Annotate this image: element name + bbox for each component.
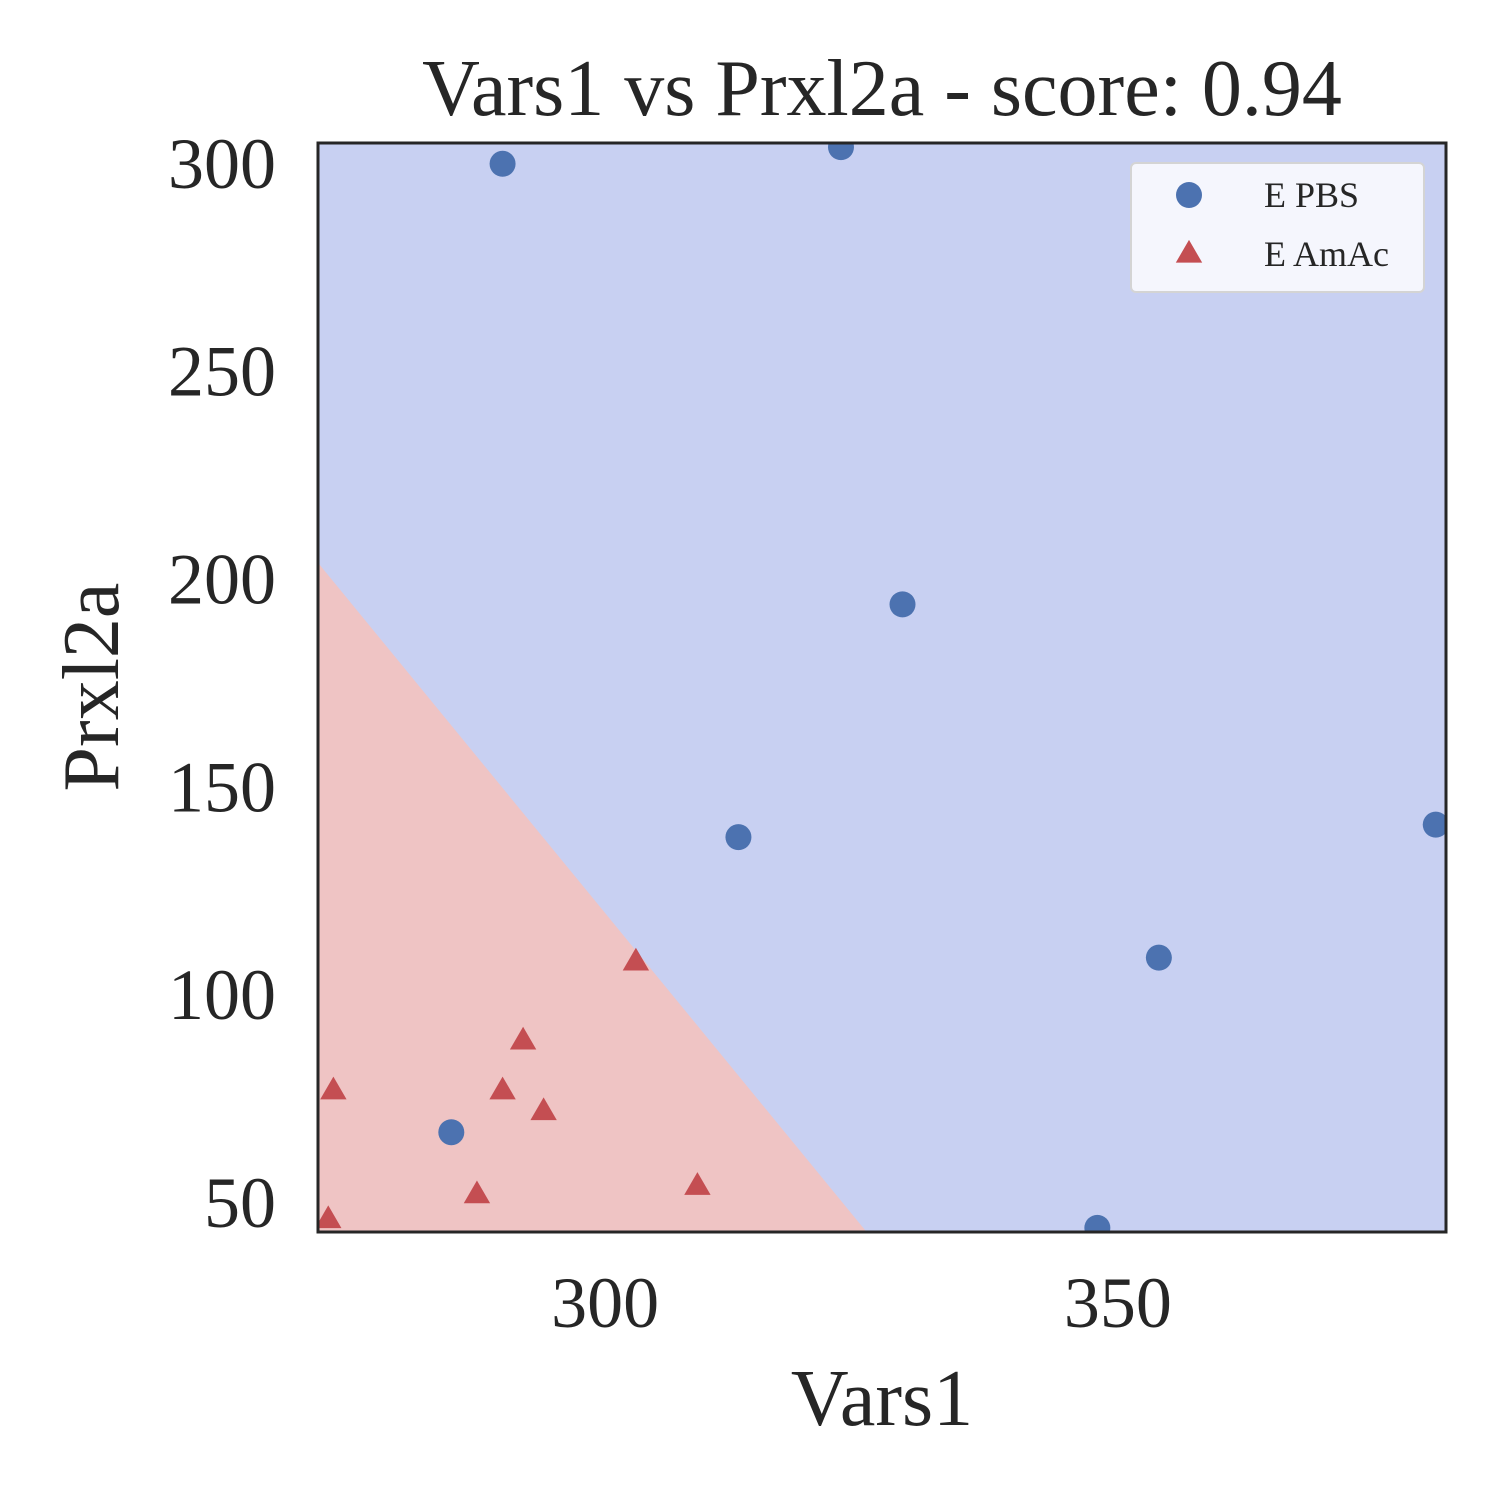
point-e-amac [530, 1097, 557, 1121]
point-e-amac [463, 1180, 491, 1204]
point-e-pbs [1084, 1214, 1111, 1232]
point-e-pbs [725, 824, 752, 851]
y-tick-label: 100 [168, 955, 276, 1035]
legend-marker-e-amac [1175, 239, 1203, 263]
legend-label-e-pbs: E PBS [1264, 175, 1359, 215]
point-e-amac [684, 1172, 711, 1195]
x-axis-ticks: 300 350 [551, 1263, 1172, 1343]
point-e-pbs [827, 143, 854, 161]
legend-label-e-amac: E AmAc [1264, 234, 1389, 274]
point-e-pbs [438, 1119, 465, 1146]
legend-box [1130, 162, 1425, 293]
y-tick-label: 50 [204, 1163, 276, 1243]
point-e-amac [509, 1026, 537, 1050]
plot-background [318, 143, 1446, 1232]
y-tick-label: 150 [168, 747, 276, 827]
legend-marker-e-pbs [1176, 182, 1202, 208]
decision-region-e-amac [318, 562, 867, 1232]
point-e-pbs [1145, 944, 1172, 971]
x-tick-label: 300 [551, 1263, 659, 1343]
chart-title: Vars1 vs Prxl2a - score: 0.94 [422, 45, 1342, 133]
point-e-amac [489, 1076, 516, 1100]
data-points [318, 143, 1446, 1232]
point-e-amac [318, 1205, 342, 1229]
y-axis-label: Prxl2a [48, 583, 136, 792]
legend: E PBS E AmAc [1130, 162, 1425, 293]
x-axis-label: Vars1 [791, 1355, 973, 1443]
x-tick-label: 350 [1064, 1263, 1172, 1343]
point-e-amac [622, 947, 650, 971]
y-tick-label: 300 [168, 124, 276, 204]
y-axis-ticks: 50 100 150 200 250 300 [168, 124, 276, 1243]
point-e-pbs [1422, 811, 1446, 838]
point-e-pbs [889, 591, 916, 618]
point-e-amac [320, 1076, 347, 1100]
y-tick-label: 250 [168, 332, 276, 412]
point-e-pbs [489, 150, 516, 177]
plot-frame [316, 141, 1448, 1234]
y-tick-label: 200 [168, 539, 276, 619]
